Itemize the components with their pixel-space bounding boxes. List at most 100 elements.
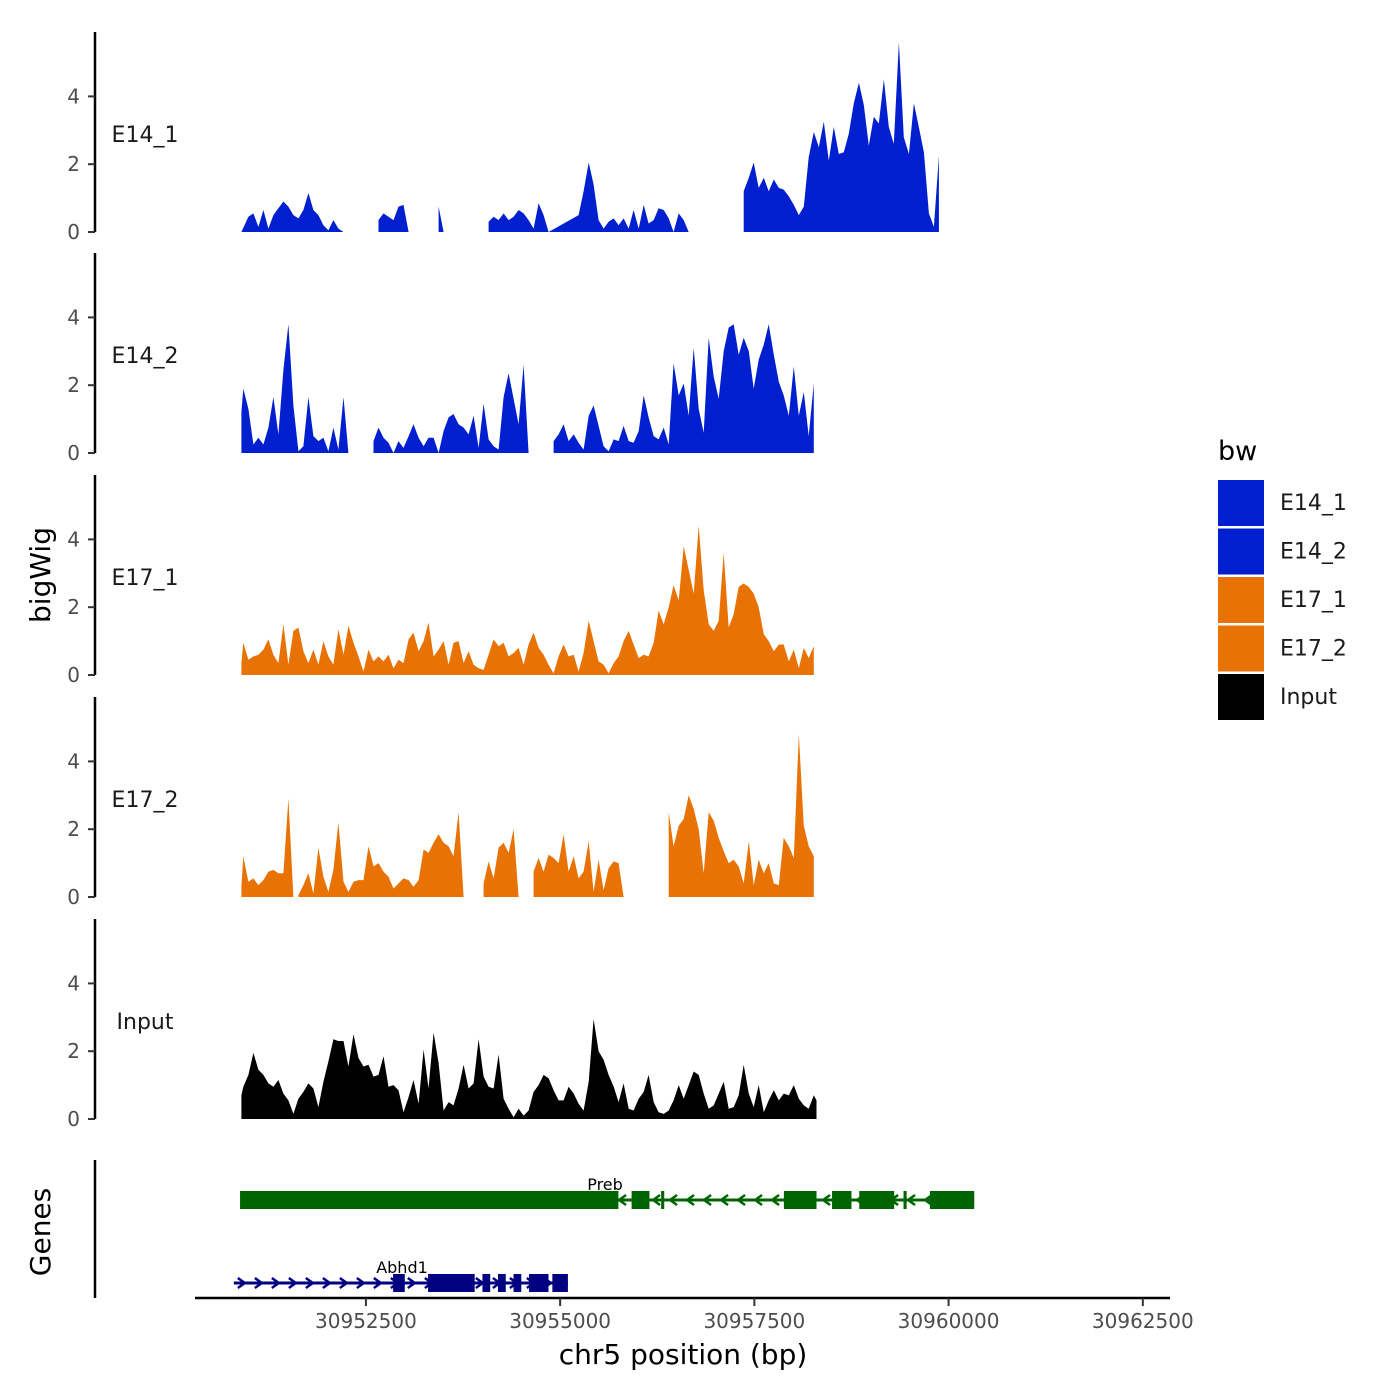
y-tick-label: 4 bbox=[67, 305, 80, 329]
legend-label-input: Input bbox=[1280, 685, 1337, 710]
track-label: Input bbox=[117, 1010, 174, 1035]
area-e17-2 bbox=[483, 829, 519, 897]
y-tick-label: 0 bbox=[67, 663, 80, 687]
gene-exon bbox=[859, 1191, 895, 1209]
strand-chevron bbox=[339, 1276, 349, 1290]
gene-abhd1: Abhd1 bbox=[233, 1258, 568, 1292]
gene-name-label: Preb bbox=[587, 1175, 623, 1194]
legend-label-e14-2: E14_2 bbox=[1280, 540, 1347, 565]
area-e14-1 bbox=[241, 193, 344, 232]
gene-exon bbox=[929, 1191, 975, 1209]
y-tick-label: 0 bbox=[67, 220, 80, 244]
legend-swatch-e17-1 bbox=[1218, 577, 1264, 623]
gene-exon bbox=[832, 1191, 852, 1209]
x-tick-label: 30960000 bbox=[898, 1309, 1000, 1333]
gene-exon bbox=[513, 1274, 522, 1292]
strand-chevron bbox=[820, 1193, 831, 1207]
area-e17-2 bbox=[668, 734, 814, 897]
area-e14-2 bbox=[553, 324, 814, 453]
strand-chevron bbox=[407, 1276, 417, 1290]
gene-panel: Preb Abhd1 bbox=[93, 1160, 975, 1298]
legend-swatch-e17-2 bbox=[1218, 625, 1264, 672]
strand-chevron bbox=[905, 1193, 916, 1207]
track-input: 0 2 4 Input bbox=[67, 919, 817, 1131]
strand-chevron bbox=[684, 1193, 695, 1207]
y-tick-label: 0 bbox=[67, 885, 80, 909]
y-tick-label: 2 bbox=[67, 152, 80, 176]
track-label: E17_2 bbox=[112, 788, 179, 813]
x-tick-label: 30962500 bbox=[1092, 1309, 1194, 1333]
legend-swatch-e14-1 bbox=[1218, 480, 1264, 526]
legend-label-e17-2: E17_2 bbox=[1280, 637, 1347, 662]
y-tick-label: 4 bbox=[67, 749, 80, 773]
gene-exon bbox=[393, 1274, 405, 1292]
gene-exon bbox=[482, 1274, 491, 1292]
strand-chevron bbox=[288, 1276, 298, 1290]
x-tick-label: 30955000 bbox=[509, 1309, 611, 1333]
legend: bw E14_1 E14_2 E17_1 E17_2 Input bbox=[1218, 436, 1347, 720]
strand-chevron bbox=[667, 1193, 678, 1207]
gene-exon bbox=[661, 1191, 665, 1209]
gene-exon bbox=[529, 1274, 549, 1292]
strand-chevron bbox=[922, 1193, 933, 1207]
gene-exon bbox=[552, 1274, 568, 1292]
gene-exon bbox=[903, 1191, 907, 1209]
legend-swatch-e14-2 bbox=[1218, 528, 1264, 575]
legend-label-e17-1: E17_1 bbox=[1280, 588, 1347, 613]
strand-chevron bbox=[271, 1276, 281, 1290]
strand-chevron bbox=[650, 1193, 661, 1207]
strand-chevron bbox=[735, 1193, 746, 1207]
area-e14-1 bbox=[438, 206, 444, 232]
strand-chevron bbox=[322, 1276, 332, 1290]
y-tick-label: 0 bbox=[67, 441, 80, 465]
y-tick-label: 4 bbox=[67, 971, 80, 995]
strand-chevron bbox=[752, 1193, 763, 1207]
y-tick-label: 0 bbox=[67, 1107, 80, 1131]
area-input bbox=[241, 1019, 817, 1119]
area-e14-2 bbox=[373, 364, 529, 453]
strand-chevron bbox=[701, 1193, 712, 1207]
track-e14-2: 0 2 4 E14_2 bbox=[67, 253, 814, 465]
strand-chevron bbox=[769, 1193, 780, 1207]
strand-chevron bbox=[373, 1276, 383, 1290]
gene-exon bbox=[497, 1274, 506, 1292]
gene-preb: Preb bbox=[240, 1175, 975, 1209]
legend-swatch-input bbox=[1218, 674, 1264, 720]
y-tick-label: 2 bbox=[67, 595, 80, 619]
gene-exon bbox=[631, 1191, 650, 1209]
area-e17-1 bbox=[241, 525, 814, 675]
x-tick-label: 30952500 bbox=[315, 1309, 417, 1333]
track-label: E14_1 bbox=[112, 123, 179, 148]
area-e14-1 bbox=[378, 204, 409, 232]
strand-chevron bbox=[254, 1276, 264, 1290]
y-tick-label: 2 bbox=[67, 1039, 80, 1063]
y-tick-label: 2 bbox=[67, 817, 80, 841]
coverage-tracks: 0 2 4 E14_1 0 2 4 E14_2 0 2 4 E17_1 0 2 4 E17_2 0 2 4 Input bbox=[67, 32, 939, 1131]
track-label: E17_1 bbox=[112, 566, 179, 591]
strand-chevron bbox=[305, 1276, 315, 1290]
legend-title: bw bbox=[1218, 436, 1257, 467]
gene-exon bbox=[428, 1274, 475, 1292]
y-tick-label: 2 bbox=[67, 373, 80, 397]
area-e17-2 bbox=[298, 812, 464, 897]
genes-axis-title: Genes bbox=[24, 1188, 57, 1276]
area-e14-1 bbox=[743, 42, 939, 233]
area-e14-2 bbox=[241, 324, 349, 453]
strand-chevron bbox=[356, 1276, 366, 1290]
x-axis: 30952500 30955000 30957500 30960000 30962500 bbox=[195, 1296, 1194, 1333]
y-tick-label: 4 bbox=[67, 84, 80, 108]
strand-chevron bbox=[616, 1193, 627, 1207]
track-label: E14_2 bbox=[112, 344, 179, 369]
x-axis-title: chr5 position (bp) bbox=[559, 1338, 808, 1371]
area-e17-2 bbox=[533, 834, 624, 897]
track-e14-1: 0 2 4 E14_1 bbox=[67, 32, 939, 244]
area-e14-1 bbox=[488, 162, 689, 232]
x-tick-label: 30957500 bbox=[703, 1309, 805, 1333]
gene-exon bbox=[783, 1191, 817, 1209]
track-e17-2: 0 2 4 E17_2 bbox=[67, 697, 814, 909]
gene-exon bbox=[240, 1191, 619, 1209]
y-axis-title: bigWig bbox=[24, 527, 57, 623]
y-tick-label: 4 bbox=[67, 527, 80, 551]
legend-label-e14-1: E14_1 bbox=[1280, 491, 1347, 516]
